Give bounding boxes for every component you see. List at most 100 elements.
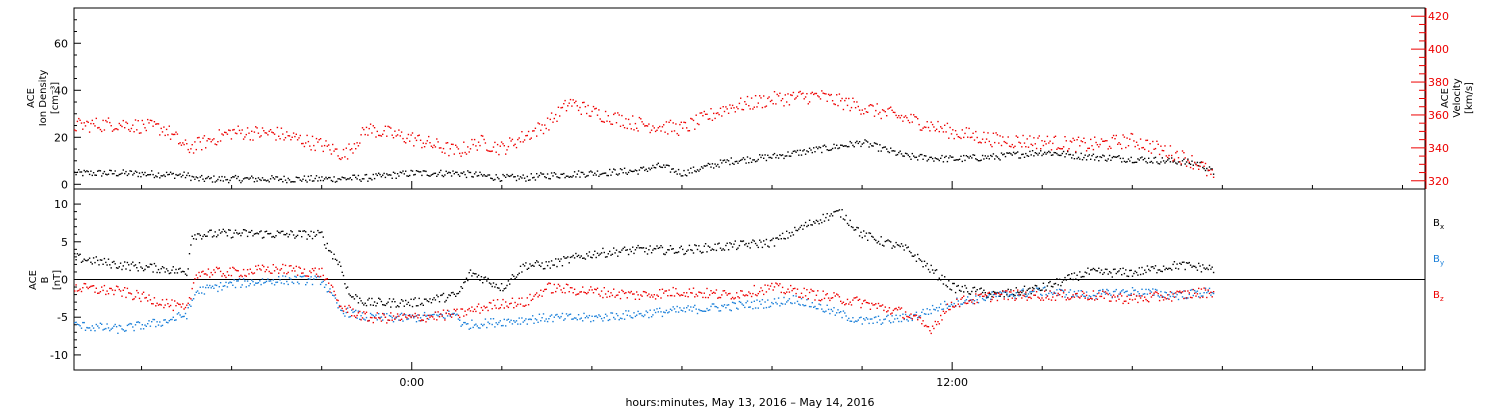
by-point bbox=[248, 285, 250, 287]
velocity-point bbox=[564, 99, 566, 102]
density-point bbox=[253, 181, 256, 183]
by-point bbox=[261, 278, 264, 280]
velocity-point bbox=[191, 144, 193, 146]
bz-point bbox=[679, 295, 681, 297]
by-point bbox=[438, 313, 441, 316]
by-point bbox=[459, 319, 461, 321]
density-point bbox=[392, 171, 395, 173]
bx-point bbox=[665, 251, 668, 254]
by-point bbox=[519, 323, 522, 325]
velocity-point bbox=[614, 112, 616, 114]
density-point bbox=[772, 154, 774, 156]
bz-point bbox=[683, 292, 685, 294]
by-point bbox=[469, 327, 472, 329]
velocity-point bbox=[580, 113, 582, 115]
density-point bbox=[86, 170, 88, 172]
by-point bbox=[255, 282, 257, 284]
velocity-point bbox=[757, 102, 759, 104]
bx-point bbox=[132, 261, 134, 263]
density-point bbox=[94, 174, 96, 176]
density-point bbox=[1022, 153, 1024, 155]
velocity-point bbox=[599, 118, 601, 120]
by-point bbox=[1211, 292, 1213, 294]
bz-point bbox=[303, 268, 306, 270]
density-point bbox=[607, 174, 609, 177]
density-point bbox=[276, 176, 279, 178]
bz-point bbox=[387, 319, 389, 321]
density-point bbox=[440, 169, 442, 172]
by-point bbox=[831, 310, 834, 312]
density-point bbox=[904, 152, 907, 154]
bx-point bbox=[161, 266, 164, 268]
velocity-point bbox=[687, 130, 689, 132]
bx-point bbox=[692, 252, 695, 254]
density-point bbox=[659, 165, 661, 168]
density-point bbox=[971, 157, 973, 159]
bx-point bbox=[83, 258, 85, 260]
velocity-point bbox=[983, 131, 985, 134]
bz-point bbox=[617, 294, 619, 296]
bz-point bbox=[273, 270, 276, 272]
bx-point bbox=[1085, 272, 1088, 274]
by-point bbox=[827, 308, 830, 311]
by-point bbox=[334, 297, 337, 299]
by-point bbox=[699, 309, 701, 312]
bz-point bbox=[618, 291, 620, 293]
bz-point bbox=[1171, 300, 1173, 302]
bx-point bbox=[509, 283, 511, 285]
bz-point bbox=[600, 290, 603, 292]
density-point bbox=[838, 147, 841, 149]
by-point bbox=[949, 305, 951, 307]
bx-point bbox=[538, 264, 541, 266]
bz-point bbox=[437, 311, 439, 313]
density-point bbox=[765, 159, 768, 162]
bx-point bbox=[288, 233, 291, 236]
velocity-point bbox=[596, 114, 599, 116]
by-point bbox=[945, 303, 947, 306]
y-left-tick-label: -10 bbox=[50, 349, 68, 362]
bx-point bbox=[142, 269, 145, 272]
velocity-point bbox=[794, 98, 796, 100]
velocity-point bbox=[759, 95, 761, 97]
by-point bbox=[668, 311, 670, 313]
bx-point bbox=[282, 230, 284, 232]
bx-point bbox=[338, 261, 341, 263]
bx-point bbox=[976, 289, 978, 291]
density-point bbox=[1102, 154, 1104, 156]
bx-point bbox=[160, 268, 162, 270]
by-point bbox=[323, 286, 326, 288]
density-point bbox=[582, 171, 584, 174]
velocity-point bbox=[887, 108, 889, 110]
velocity-point bbox=[630, 128, 632, 130]
density-point bbox=[569, 175, 572, 178]
density-point bbox=[119, 173, 122, 175]
by-point bbox=[525, 318, 527, 320]
velocity-point bbox=[105, 119, 107, 122]
velocity-point bbox=[719, 107, 722, 109]
by-point bbox=[1017, 294, 1019, 296]
bz-point bbox=[821, 298, 823, 301]
bz-point bbox=[721, 294, 723, 296]
bz-point bbox=[757, 292, 759, 295]
velocity-point bbox=[97, 127, 99, 129]
velocity-point bbox=[756, 106, 758, 108]
by-point bbox=[252, 280, 254, 283]
bx-point bbox=[663, 253, 665, 255]
density-point bbox=[572, 175, 574, 177]
legend-label: B bbox=[1433, 218, 1440, 229]
density-point bbox=[813, 147, 815, 149]
by-point bbox=[1065, 294, 1067, 296]
velocity-point bbox=[238, 129, 241, 132]
density-point bbox=[325, 176, 327, 179]
bx-point bbox=[825, 216, 827, 219]
density-point bbox=[205, 177, 207, 180]
bx-point bbox=[122, 265, 124, 267]
velocity-point bbox=[472, 143, 474, 146]
velocity-point bbox=[1017, 136, 1019, 138]
bx-point bbox=[445, 299, 447, 302]
density-point bbox=[1139, 157, 1142, 159]
velocity-point bbox=[423, 146, 426, 148]
by-point bbox=[392, 321, 395, 323]
velocity-point bbox=[896, 116, 899, 119]
bz-point bbox=[627, 291, 630, 293]
